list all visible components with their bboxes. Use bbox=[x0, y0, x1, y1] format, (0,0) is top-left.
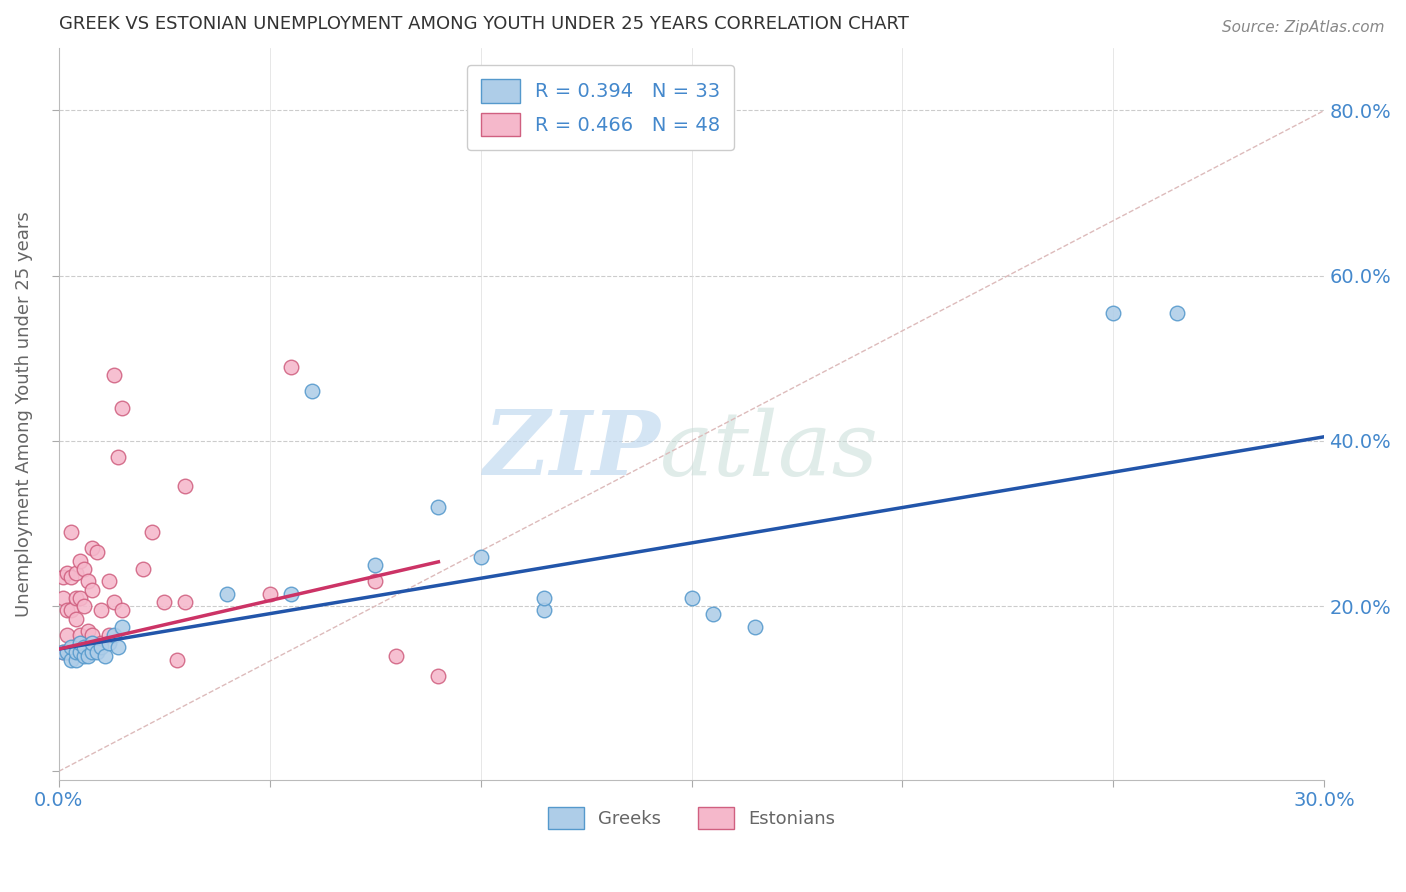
Point bbox=[1166, 306, 1188, 320]
Point bbox=[744, 620, 766, 634]
Point bbox=[111, 620, 134, 634]
Point bbox=[90, 603, 112, 617]
Text: Source: ZipAtlas.com: Source: ZipAtlas.com bbox=[1222, 20, 1385, 35]
Point bbox=[82, 644, 104, 658]
Point bbox=[217, 587, 239, 601]
Point bbox=[73, 648, 96, 663]
Point bbox=[60, 653, 83, 667]
Point bbox=[73, 640, 96, 655]
Point bbox=[52, 644, 75, 658]
Point bbox=[52, 644, 75, 658]
Legend: Greeks, Estonians: Greeks, Estonians bbox=[541, 800, 842, 837]
Text: atlas: atlas bbox=[659, 407, 879, 494]
Point bbox=[65, 644, 87, 658]
Point bbox=[90, 640, 112, 655]
Point bbox=[364, 558, 387, 572]
Point bbox=[280, 359, 302, 374]
Point bbox=[82, 636, 104, 650]
Point bbox=[65, 591, 87, 605]
Point bbox=[1102, 306, 1125, 320]
Point bbox=[56, 644, 79, 658]
Point bbox=[153, 595, 176, 609]
Point bbox=[65, 644, 87, 658]
Point bbox=[65, 611, 87, 625]
Point bbox=[132, 562, 155, 576]
Point bbox=[98, 636, 121, 650]
Point bbox=[681, 591, 703, 605]
Text: ZIP: ZIP bbox=[484, 408, 659, 494]
Point bbox=[77, 574, 100, 589]
Point bbox=[69, 591, 91, 605]
Point bbox=[470, 549, 492, 564]
Point bbox=[107, 640, 129, 655]
Point bbox=[82, 541, 104, 556]
Point bbox=[166, 653, 188, 667]
Point bbox=[702, 607, 724, 622]
Point bbox=[82, 582, 104, 597]
Point bbox=[301, 384, 323, 399]
Point bbox=[73, 644, 96, 658]
Point bbox=[52, 570, 75, 584]
Point bbox=[103, 595, 125, 609]
Point bbox=[86, 545, 108, 559]
Point bbox=[94, 648, 117, 663]
Point bbox=[385, 648, 408, 663]
Point bbox=[52, 591, 75, 605]
Point bbox=[174, 479, 197, 493]
Point bbox=[60, 603, 83, 617]
Point bbox=[69, 628, 91, 642]
Point bbox=[427, 500, 450, 514]
Point bbox=[69, 644, 91, 658]
Point bbox=[56, 603, 79, 617]
Point bbox=[141, 524, 163, 539]
Point bbox=[107, 450, 129, 465]
Point bbox=[69, 636, 91, 650]
Point bbox=[533, 591, 555, 605]
Point bbox=[73, 562, 96, 576]
Point bbox=[90, 636, 112, 650]
Y-axis label: Unemployment Among Youth under 25 years: Unemployment Among Youth under 25 years bbox=[15, 211, 32, 617]
Point bbox=[60, 644, 83, 658]
Text: GREEK VS ESTONIAN UNEMPLOYMENT AMONG YOUTH UNDER 25 YEARS CORRELATION CHART: GREEK VS ESTONIAN UNEMPLOYMENT AMONG YOU… bbox=[59, 15, 908, 33]
Point bbox=[103, 628, 125, 642]
Point bbox=[60, 524, 83, 539]
Point bbox=[82, 628, 104, 642]
Point bbox=[103, 368, 125, 382]
Point bbox=[69, 554, 91, 568]
Point bbox=[259, 587, 281, 601]
Point bbox=[73, 599, 96, 614]
Point bbox=[65, 653, 87, 667]
Point bbox=[533, 603, 555, 617]
Point bbox=[56, 644, 79, 658]
Point bbox=[77, 648, 100, 663]
Point bbox=[427, 669, 450, 683]
Point bbox=[60, 640, 83, 655]
Point bbox=[56, 628, 79, 642]
Point bbox=[77, 624, 100, 638]
Point bbox=[60, 570, 83, 584]
Point bbox=[111, 401, 134, 415]
Point bbox=[364, 574, 387, 589]
Point bbox=[86, 644, 108, 658]
Point bbox=[65, 566, 87, 580]
Point bbox=[280, 587, 302, 601]
Point bbox=[56, 566, 79, 580]
Point bbox=[111, 603, 134, 617]
Point bbox=[98, 628, 121, 642]
Point bbox=[98, 574, 121, 589]
Point bbox=[69, 644, 91, 658]
Point bbox=[174, 595, 197, 609]
